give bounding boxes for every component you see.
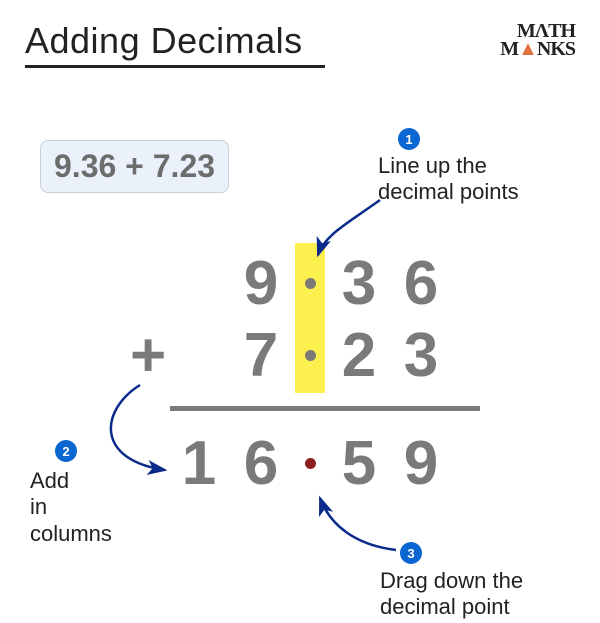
decimal-point-result xyxy=(292,428,328,499)
digit-r2-ones: 7 xyxy=(230,320,292,391)
digit-res-tens: 1 xyxy=(168,428,230,499)
badge-2: 2 xyxy=(55,440,77,462)
decimal-point-r1 xyxy=(292,248,328,319)
plus-sign: + xyxy=(130,320,166,391)
badge-3: 3 xyxy=(400,542,422,564)
arrow-1 xyxy=(318,200,380,255)
callout-3-line1: Drag down the xyxy=(380,568,523,594)
digit-r2-hundredths: 3 xyxy=(390,320,452,391)
digit-res-ones: 6 xyxy=(230,428,292,499)
addend-row-1: 9 3 6 xyxy=(230,248,452,319)
problem-expression: 9.36 + 7.23 xyxy=(40,140,229,193)
callout-2-line1: Add xyxy=(30,468,112,494)
arrow-2 xyxy=(111,385,165,470)
digit-r2-tenths: 2 xyxy=(328,320,390,391)
logo-line2: M▲NKS xyxy=(500,40,575,58)
page-title: Adding Decimals xyxy=(25,20,303,62)
digit-res-hundredths: 9 xyxy=(390,428,452,499)
decimal-point-r2 xyxy=(292,320,328,391)
logo: MΛTH M▲NKS xyxy=(500,22,575,58)
callout-2-line2: in xyxy=(30,494,112,520)
callout-3-line2: decimal point xyxy=(380,594,523,620)
callout-1: Line up the decimal points xyxy=(378,153,519,206)
digit-r1-hundredths: 6 xyxy=(390,248,452,319)
callout-3: Drag down the decimal point xyxy=(380,568,523,621)
digit-r1-tenths: 3 xyxy=(328,248,390,319)
callout-2-line3: columns xyxy=(30,521,112,547)
digit-r1-ones: 9 xyxy=(230,248,292,319)
callout-1-line1: Line up the xyxy=(378,153,519,179)
callout-2: Add in columns xyxy=(30,468,112,547)
addend-row-2: 7 2 3 xyxy=(230,320,452,391)
sum-line xyxy=(170,406,480,411)
callout-1-line2: decimal points xyxy=(378,179,519,205)
result-row: 1 6 5 9 xyxy=(168,428,452,499)
badge-1: 1 xyxy=(398,128,420,150)
title-underline xyxy=(25,65,325,68)
digit-res-tenths: 5 xyxy=(328,428,390,499)
arrow-3 xyxy=(320,498,396,550)
